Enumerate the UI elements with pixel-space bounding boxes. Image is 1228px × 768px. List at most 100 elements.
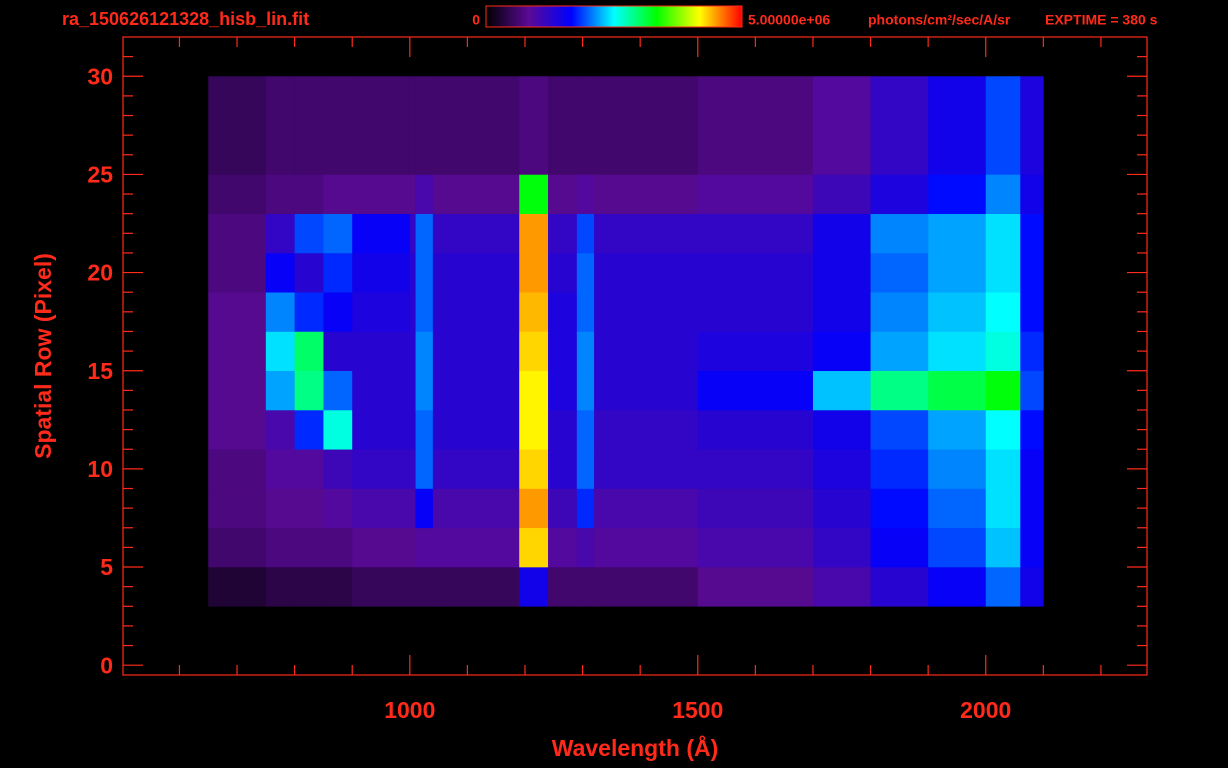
heatmap-cell: [1020, 331, 1044, 372]
heatmap-cell: [812, 409, 871, 450]
heatmap-cell: [697, 527, 814, 568]
heatmap-cell: [208, 370, 267, 411]
heatmap-cell: [985, 449, 1021, 489]
heatmap-cell: [576, 409, 595, 450]
x-axis-label: Wavelength (Å): [552, 734, 719, 761]
heatmap-cell: [409, 174, 416, 214]
heatmap-cell: [352, 331, 411, 372]
heatmap-cell: [323, 331, 353, 372]
x-tick-label: 1000: [384, 697, 435, 723]
heatmap-cell: [323, 527, 353, 568]
heatmap-cell: [294, 527, 324, 568]
heatmap-cell: [519, 292, 549, 332]
heatmap-cell: [548, 252, 578, 293]
heatmap-cell: [697, 488, 814, 529]
heatmap-cell: [265, 409, 295, 450]
heatmap-cell: [985, 174, 1021, 214]
heatmap-cell: [594, 213, 699, 254]
heatmap-cell: [409, 488, 416, 529]
heatmap-cell: [1020, 292, 1044, 332]
heatmap-cell: [323, 252, 353, 293]
heatmap-cell: [432, 292, 520, 332]
heatmap-cell: [415, 449, 434, 489]
heatmap-cell: [352, 449, 411, 489]
heatmap-cell: [812, 488, 871, 529]
heatmap-cell: [265, 370, 295, 411]
heatmap-cell: [576, 449, 595, 489]
heatmap-cell: [294, 409, 324, 450]
heatmap-cell: [432, 252, 520, 293]
heatmap-cell: [265, 213, 295, 254]
heatmap-cell: [415, 567, 434, 607]
heatmap-cell: [409, 567, 416, 607]
heatmap-cell: [352, 252, 411, 293]
y-tick-label: 30: [87, 63, 113, 89]
chart-title: ra_150626121328_hisb_lin.fit: [62, 9, 309, 29]
colorbar-tick-label: 5.00000e+06: [748, 12, 830, 28]
heatmap-cell: [432, 567, 520, 607]
heatmap-cell: [594, 488, 699, 529]
heatmap-cell: [548, 76, 578, 175]
heatmap-cell: [323, 488, 353, 529]
heatmap-cell: [870, 76, 929, 175]
heatmap-cell: [985, 252, 1021, 293]
heatmap-cell: [870, 449, 929, 489]
heatmap-cell: [409, 370, 416, 411]
heatmap-cell: [208, 252, 267, 293]
heatmap-cell: [519, 527, 549, 568]
heatmap-cell: [432, 527, 520, 568]
heatmap-cell: [1020, 370, 1044, 411]
heatmap-cell: [576, 174, 595, 214]
heatmap-cell: [985, 527, 1021, 568]
heatmap-cell: [415, 331, 434, 372]
heatmap-cell: [519, 370, 549, 411]
heatmap-cell: [928, 76, 987, 175]
heatmap-cell: [697, 449, 814, 489]
heatmap-cell: [812, 331, 871, 372]
heatmap-cell: [415, 409, 434, 450]
heatmap-cell: [415, 370, 434, 411]
heatmap-cell: [985, 213, 1021, 254]
heatmap-cell: [870, 252, 929, 293]
y-tick-label: 5: [100, 554, 113, 580]
heatmap-cell: [432, 213, 520, 254]
heatmap-cell: [208, 567, 267, 607]
heatmap-cell: [432, 331, 520, 372]
heatmap-cell: [352, 488, 411, 529]
heatmap-cell: [519, 567, 549, 607]
heatmap-cell: [870, 527, 929, 568]
heatmap-cell: [323, 174, 353, 214]
heatmap-cell: [812, 370, 871, 411]
heatmap-cell: [985, 370, 1021, 411]
heatmap-cell: [928, 252, 987, 293]
heatmap-cell: [432, 174, 520, 214]
heatmap-cell: [432, 449, 520, 489]
heatmap-cell: [519, 76, 549, 175]
heatmap-cell: [928, 370, 987, 411]
heatmap-cell: [415, 292, 434, 332]
heatmap-cell: [548, 213, 578, 254]
heatmap-cell: [208, 174, 267, 214]
heatmap-cell: [409, 213, 416, 254]
heatmap-cell: [870, 567, 929, 607]
heatmap-cell: [415, 527, 434, 568]
heatmap-cell: [594, 567, 699, 607]
heatmap-cell: [1020, 213, 1044, 254]
heatmap-cell: [208, 409, 267, 450]
heatmap-cell: [928, 449, 987, 489]
heatmap-cell: [409, 292, 416, 332]
heatmap-cell: [294, 370, 324, 411]
heatmap-cell: [352, 370, 411, 411]
heatmap-cell: [409, 409, 416, 450]
heatmap-cell: [323, 567, 353, 607]
heatmap-cell: [432, 409, 520, 450]
heatmap-cell: [870, 292, 929, 332]
heatmap-cell: [352, 76, 411, 175]
heatmap-cell: [415, 76, 434, 175]
heatmap-cell: [812, 292, 871, 332]
heatmap-cell: [323, 213, 353, 254]
heatmap-cell: [1020, 527, 1044, 568]
heatmap-cell: [812, 567, 871, 607]
heatmap-cell: [208, 331, 267, 372]
